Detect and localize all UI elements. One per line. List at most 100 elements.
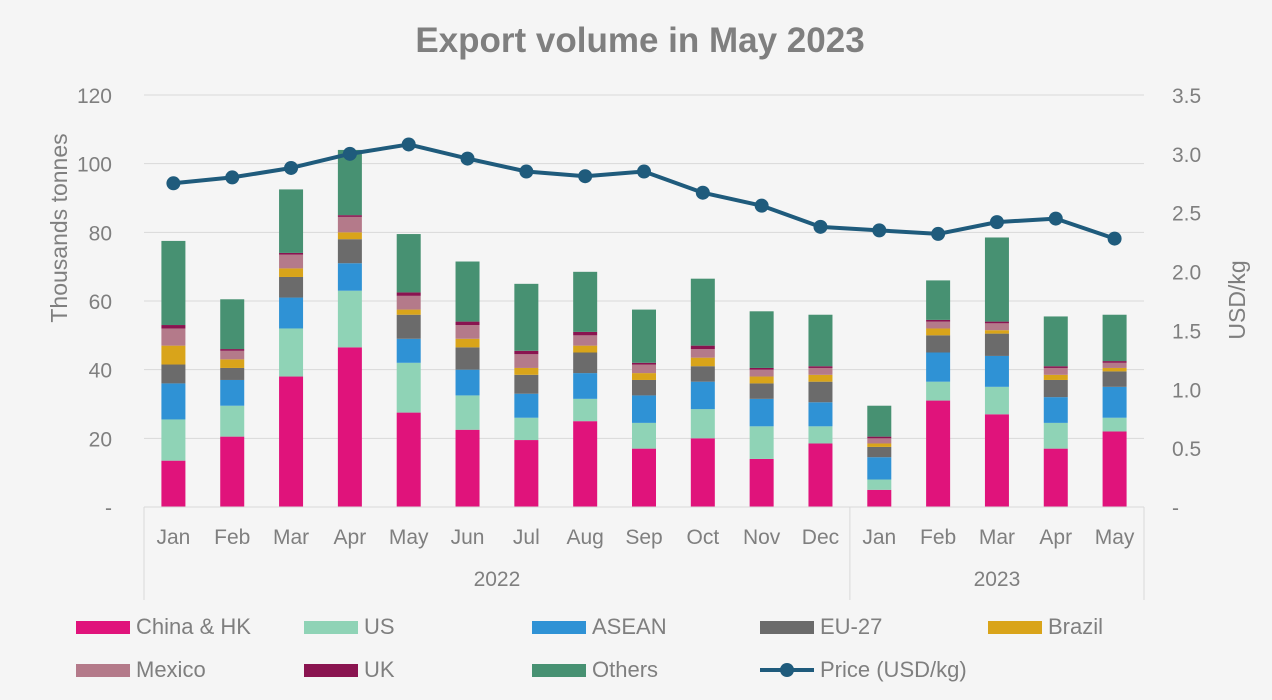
legend-label: Brazil	[1048, 614, 1104, 639]
bar-segment	[808, 366, 833, 368]
legend-label: ASEAN	[592, 614, 667, 639]
bar-segment	[690, 278, 715, 346]
price-point	[342, 146, 357, 161]
bar-segment	[808, 381, 833, 403]
bar-segment	[632, 362, 656, 365]
y2-tick-label: 3.5	[1172, 85, 1201, 108]
bar-segment	[926, 328, 951, 336]
bar-segment	[690, 381, 715, 410]
bar-segment	[573, 331, 598, 336]
x-tick-label: Dec	[802, 526, 839, 549]
bar-segment	[279, 328, 304, 377]
bar-segment	[984, 333, 1009, 356]
bar-segment	[984, 323, 1009, 331]
y-tick-label: 80	[89, 222, 112, 245]
bar-segment	[749, 426, 774, 459]
legend-swatch	[988, 620, 1042, 634]
bar-segment	[632, 379, 656, 396]
bar-segment	[514, 374, 539, 394]
y2-tick-label: 0.5	[1172, 438, 1201, 461]
bar-segment	[690, 366, 715, 382]
y-tick-label: -	[105, 497, 112, 520]
bar-segment	[220, 350, 245, 360]
bar-segment	[514, 354, 539, 368]
bar-segment	[514, 350, 539, 355]
bar-segment	[632, 448, 656, 507]
bar-segment	[690, 438, 715, 507]
x-tick-label: Nov	[743, 526, 781, 549]
legend-swatch	[76, 663, 130, 677]
y2-tick-label: -	[1172, 497, 1179, 520]
bar-segment	[632, 373, 656, 380]
price-point	[1048, 211, 1063, 226]
bar-segment	[1043, 448, 1068, 507]
y2-axis-title: USD/kg	[1224, 260, 1250, 339]
bar-segment	[984, 355, 1009, 387]
bar-segment	[161, 460, 186, 507]
bar-segment	[808, 426, 833, 444]
bar-segment	[1102, 314, 1127, 362]
bar-segment	[632, 395, 656, 423]
bar-segment	[1043, 367, 1068, 375]
x-tick-label: Sep	[625, 526, 662, 549]
bar-segment	[632, 364, 656, 374]
legend-item-price: Price (USD/kg)	[760, 657, 967, 683]
bar-segment	[279, 268, 304, 277]
bar-segment	[279, 297, 304, 329]
bar-segment	[867, 443, 892, 447]
bar-segment	[396, 362, 421, 413]
bar-segment	[161, 383, 186, 420]
bar-segment	[279, 254, 304, 269]
bar-segment	[220, 379, 245, 406]
bar-segment	[867, 489, 892, 507]
legend-label: Others	[592, 657, 659, 682]
legend-swatch	[532, 663, 586, 677]
y-tick-label: 120	[77, 85, 112, 108]
bar-segment	[808, 374, 833, 382]
bar-segment	[161, 345, 186, 365]
bar-segment	[396, 309, 421, 315]
legend-item-mexico: Mexico	[76, 657, 206, 683]
bar-segment	[279, 376, 304, 507]
bar-segment	[514, 417, 539, 441]
bar-segment	[808, 314, 833, 367]
legend-item-us: US	[304, 614, 395, 640]
bar-segment	[396, 234, 421, 293]
bar-segment	[1102, 361, 1127, 363]
bar-segment	[337, 347, 362, 507]
bar-segment	[514, 393, 539, 418]
bar-segment	[749, 369, 774, 377]
x-tick-label: May	[1095, 526, 1135, 549]
price-point	[225, 170, 240, 185]
price-point	[519, 164, 534, 179]
bar-segment	[455, 369, 480, 396]
legend-label: US	[364, 614, 395, 639]
legend-swatch	[760, 620, 814, 634]
y-axis-title: Thousands tonnes	[46, 133, 72, 322]
bar-segment	[749, 383, 774, 399]
price-point	[931, 226, 946, 241]
bar-segment	[161, 419, 186, 461]
x-tick-label: Apr	[1039, 526, 1072, 549]
bar-segment	[808, 402, 833, 427]
x-tick-label: Jun	[451, 526, 485, 549]
legend-swatch	[76, 620, 130, 634]
bar-segment	[573, 421, 598, 507]
price-line	[166, 137, 1122, 246]
bar-segment	[926, 381, 951, 401]
bar-segment	[455, 395, 480, 430]
bar-segment	[926, 335, 951, 353]
bar-segment	[867, 438, 892, 444]
bar-segment	[867, 457, 892, 480]
bar-segment	[573, 335, 598, 346]
y2-tick-label: 2.5	[1172, 203, 1201, 226]
x-tick-label: Apr	[334, 526, 367, 549]
bar-segment	[220, 299, 245, 350]
bar-segment	[337, 215, 362, 217]
bar-segment	[220, 349, 245, 351]
bar-segment	[867, 446, 892, 458]
bar-segment	[455, 338, 480, 348]
bar-segment	[984, 237, 1009, 322]
bar-segment	[690, 349, 715, 358]
legend-item-asean: ASEAN	[532, 614, 667, 640]
